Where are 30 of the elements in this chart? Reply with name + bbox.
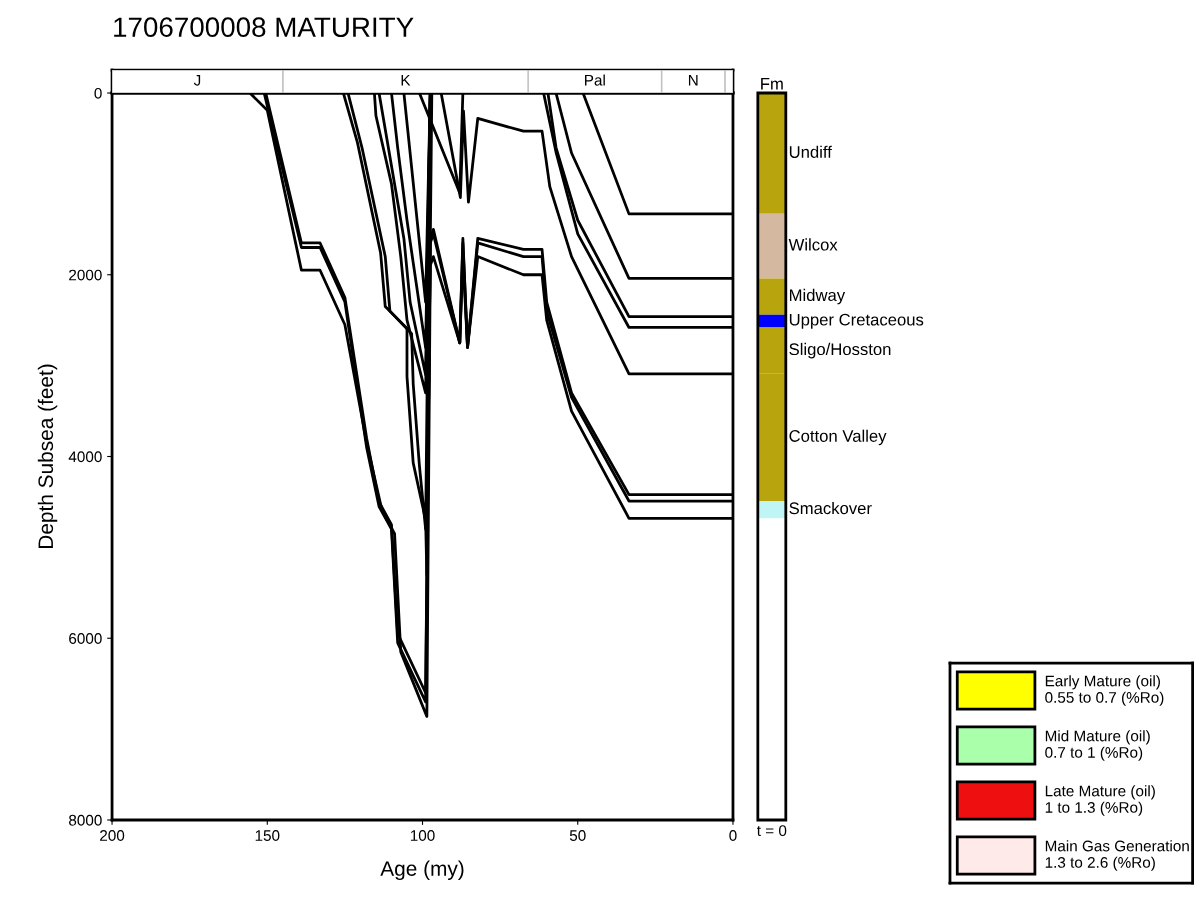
series-label: K: [401, 74, 411, 86]
series-label: Smackover: [789, 501, 872, 515]
text: Mid Mature (oil) 0.7 to 1 (%Ro): [1045, 730, 1150, 761]
y-tick-label: 6000: [69, 633, 102, 644]
chart-title: 1706700008 MATURITY: [114, 17, 414, 38]
y-tick-label: 4000: [68, 451, 102, 463]
series-label: Upper Cretaceous: [789, 313, 924, 329]
text: Early Mature (oil) 0.55 to 0.7 (%Ro): [1045, 675, 1164, 706]
series-label: Cotton Valley: [789, 429, 887, 446]
chart-title: Fm: [761, 78, 783, 90]
series-label: Wilcox: [788, 238, 838, 251]
series-label: J: [193, 74, 201, 86]
x-tick-label: 0: [729, 830, 737, 841]
y-axis-title: Depth Subsea (feet): [37, 364, 58, 549]
y-tick-label: 2000: [69, 269, 102, 281]
x-axis-title: Age (my): [380, 860, 464, 881]
x-tick-label: 100: [410, 830, 435, 841]
series-label: Pal: [585, 74, 605, 86]
x-tick-label: 50: [569, 830, 586, 841]
y-tick-label: 0: [94, 87, 102, 99]
series-label: Undiff: [789, 145, 832, 158]
text: Late Mature (oil) 1 to 1.3 (%Ro): [1045, 785, 1155, 816]
series-label: Midway: [789, 288, 846, 305]
x-tick-label: 150: [255, 830, 280, 841]
series-label: N: [688, 74, 698, 86]
text: Main Gas Generation 1.3 to 2.6 (%Ro): [1045, 840, 1189, 871]
x-tick-label: t = 0: [756, 825, 787, 837]
y-tick-label: 8000: [69, 814, 102, 826]
series-label: Sligo/Hosston: [789, 342, 891, 359]
x-tick-label: 200: [100, 830, 125, 841]
